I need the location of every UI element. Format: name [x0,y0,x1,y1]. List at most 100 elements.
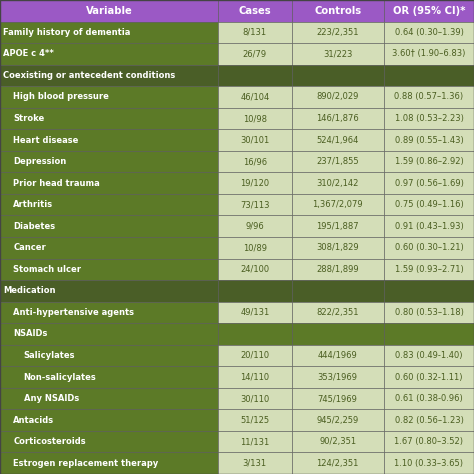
Bar [292,108,384,129]
Text: 0.97 (0.56–1.69): 0.97 (0.56–1.69) [394,179,464,188]
Bar [292,64,384,86]
Bar [0,108,218,129]
Text: Diabetes: Diabetes [13,222,55,231]
Text: 1.59 (0.93–2.71): 1.59 (0.93–2.71) [394,265,464,274]
Text: 3.60† (1.90–6.83): 3.60† (1.90–6.83) [392,49,465,58]
Text: Depression: Depression [13,157,66,166]
Bar [0,216,218,237]
Bar [384,388,474,410]
Bar [292,366,384,388]
Bar [0,431,218,453]
Text: 124/2,351: 124/2,351 [317,459,359,468]
Bar [292,151,384,173]
Text: 14/110: 14/110 [240,373,269,382]
Text: Estrogen replacement therapy: Estrogen replacement therapy [13,459,158,468]
Text: 0.60 (0.32-1.11): 0.60 (0.32-1.11) [395,373,463,382]
Text: 24/100: 24/100 [240,265,269,274]
Text: 0.83 (0.49-1.40): 0.83 (0.49-1.40) [395,351,463,360]
Text: Cancer: Cancer [13,243,46,252]
Text: 1.67 (0.80–3.52): 1.67 (0.80–3.52) [394,437,464,446]
Text: 945/2,259: 945/2,259 [317,416,359,425]
Text: 0.64 (0.30–1.39): 0.64 (0.30–1.39) [394,28,464,37]
Bar [384,86,474,108]
Text: 0.82 (0.56–1.23): 0.82 (0.56–1.23) [394,416,464,425]
Text: Corticosteroids: Corticosteroids [13,437,86,446]
Bar [0,173,218,194]
Text: NSAIDs: NSAIDs [13,329,48,338]
Bar [384,258,474,280]
Text: Heart disease: Heart disease [13,136,79,145]
Bar [0,366,218,388]
Bar [218,173,292,194]
Text: 30/110: 30/110 [240,394,269,403]
Text: 19/120: 19/120 [240,179,269,188]
Text: 223/2,351: 223/2,351 [317,28,359,37]
Bar [218,237,292,258]
Text: Anti-hypertensive agents: Anti-hypertensive agents [13,308,134,317]
Bar [384,216,474,237]
Bar [0,388,218,410]
Bar [218,431,292,453]
Text: 308/1,829: 308/1,829 [317,243,359,252]
Text: OR (95% CI)*: OR (95% CI)* [393,6,465,16]
Bar [0,86,218,108]
Bar [384,108,474,129]
Text: 195/1,887: 195/1,887 [317,222,359,231]
Text: Stroke: Stroke [13,114,45,123]
Bar [218,366,292,388]
Bar [384,410,474,431]
Text: 9/96: 9/96 [246,222,264,231]
Text: 0.61 (0.38-0.96): 0.61 (0.38-0.96) [395,394,463,403]
Bar [218,0,292,21]
Text: 1,367/2,079: 1,367/2,079 [312,200,363,209]
Bar [0,64,218,86]
Bar [292,86,384,108]
Text: Family history of dementia: Family history of dementia [3,28,130,37]
Bar [384,173,474,194]
Bar [0,301,218,323]
Bar [218,86,292,108]
Text: 3/131: 3/131 [243,459,267,468]
Text: 745/1969: 745/1969 [318,394,358,403]
Text: Prior head trauma: Prior head trauma [13,179,100,188]
Text: Medication: Medication [3,286,55,295]
Text: 49/131: 49/131 [240,308,269,317]
Text: 524/1,964: 524/1,964 [317,136,359,145]
Bar [292,431,384,453]
Text: 0.60 (0.30–1.21): 0.60 (0.30–1.21) [394,243,464,252]
Text: 1.08 (0.53–2.23): 1.08 (0.53–2.23) [394,114,464,123]
Bar [384,0,474,21]
Text: 11/131: 11/131 [240,437,269,446]
Text: APOE c 4**: APOE c 4** [3,49,54,58]
Bar [218,410,292,431]
Text: 444/1969: 444/1969 [318,351,357,360]
Bar [384,431,474,453]
Bar [384,366,474,388]
Text: 20/110: 20/110 [240,351,269,360]
Bar [292,410,384,431]
Bar [0,0,218,21]
Text: 46/104: 46/104 [240,92,269,101]
Bar [384,323,474,345]
Bar [384,345,474,366]
Bar [292,345,384,366]
Text: 51/125: 51/125 [240,416,269,425]
Bar [292,173,384,194]
Bar [384,237,474,258]
Text: 0.89 (0.55–1.43): 0.89 (0.55–1.43) [394,136,464,145]
Bar [0,345,218,366]
Text: Salicylates: Salicylates [24,351,75,360]
Bar [218,280,292,301]
Text: 31/223: 31/223 [323,49,352,58]
Bar [218,151,292,173]
Text: 288/1,899: 288/1,899 [317,265,359,274]
Bar [384,151,474,173]
Bar [292,194,384,216]
Bar [384,43,474,64]
Text: 10/89: 10/89 [243,243,267,252]
Text: 73/113: 73/113 [240,200,270,209]
Text: Variable: Variable [86,6,132,16]
Bar [384,64,474,86]
Bar [218,129,292,151]
Text: Controls: Controls [314,6,361,16]
